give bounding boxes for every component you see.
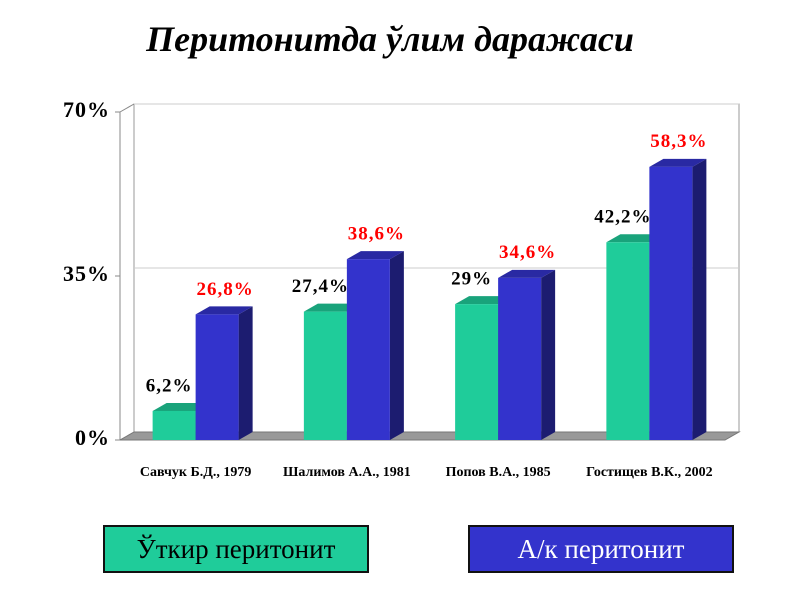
- bar: [606, 242, 650, 440]
- left-wall-top: [119, 103, 135, 113]
- bar: [303, 311, 347, 440]
- bar-top: [606, 234, 664, 243]
- x-tick-label: Савчук Б.Д., 1979: [139, 465, 252, 480]
- data-label: 27,4%: [292, 276, 349, 297]
- y-tick-label: 70%: [63, 97, 110, 122]
- data-label: 26,8%: [197, 279, 254, 300]
- bar: [498, 277, 542, 440]
- legend-entry: А/к перитонит: [468, 525, 734, 573]
- bar: [195, 314, 239, 440]
- bar-side: [692, 158, 707, 440]
- bar-side: [238, 306, 253, 440]
- bar-top: [152, 402, 210, 411]
- data-label: 58,3%: [650, 131, 707, 152]
- bar: [649, 166, 693, 440]
- bar: [455, 304, 499, 440]
- data-label: 6,2%: [146, 375, 193, 396]
- bar: [152, 410, 196, 440]
- bar-top: [649, 158, 707, 167]
- bar-side: [389, 251, 404, 440]
- data-label: 34,6%: [499, 242, 556, 263]
- data-label: 42,2%: [594, 207, 651, 228]
- y-tick-label: 35%: [63, 261, 110, 286]
- data-label: 29%: [451, 268, 492, 289]
- bar-top: [346, 251, 404, 260]
- y-tick-label: 0%: [75, 425, 110, 450]
- legend-entry: Ўткир перитонит: [103, 525, 369, 573]
- x-tick-label: Попов В.А., 1985: [445, 465, 551, 480]
- bar: [346, 259, 390, 440]
- bar-top: [303, 303, 361, 312]
- chart-title: Перитонитда ўлим даражаси: [146, 19, 634, 59]
- bar-side: [541, 269, 556, 440]
- bar-top: [455, 296, 513, 305]
- bar-top: [498, 269, 556, 278]
- bar-top: [195, 306, 253, 315]
- data-label: 38,6%: [348, 223, 405, 244]
- x-tick-label: Гостищев В.К., 2002: [586, 465, 713, 480]
- x-tick-label: Шалимов А.А., 1981: [283, 465, 411, 480]
